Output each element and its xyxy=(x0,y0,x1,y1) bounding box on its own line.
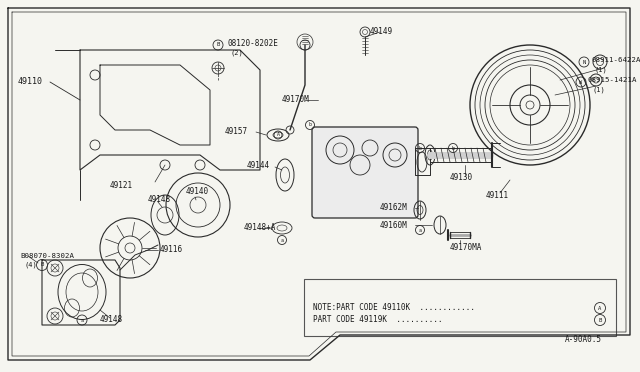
Text: (4): (4) xyxy=(25,262,38,268)
Text: 49149: 49149 xyxy=(370,28,393,36)
Text: W: W xyxy=(579,80,582,84)
Text: 08120-8202E: 08120-8202E xyxy=(228,38,279,48)
Text: b: b xyxy=(419,145,421,151)
Text: B08070-8302A: B08070-8302A xyxy=(20,253,74,259)
Text: 49148+A: 49148+A xyxy=(244,224,276,232)
Text: B: B xyxy=(598,317,602,323)
Text: 08915-1421A: 08915-1421A xyxy=(588,77,637,83)
Text: PART CODE 49119K  ..........: PART CODE 49119K .......... xyxy=(313,315,442,324)
Text: (1): (1) xyxy=(592,87,605,93)
Text: 49130: 49130 xyxy=(450,173,473,183)
Text: NOTE:PART CODE 49110K  ............: NOTE:PART CODE 49110K ............ xyxy=(313,304,475,312)
Text: b: b xyxy=(308,122,312,128)
Text: A-90A0.5: A-90A0.5 xyxy=(565,336,602,344)
Text: a: a xyxy=(280,237,284,243)
Text: 49170M: 49170M xyxy=(282,96,310,105)
Text: B: B xyxy=(40,263,44,267)
Text: b: b xyxy=(452,145,454,151)
Text: 49170MA: 49170MA xyxy=(450,244,483,253)
Text: 49140: 49140 xyxy=(186,187,209,196)
Text: a: a xyxy=(81,317,83,323)
Text: (1): (1) xyxy=(595,67,608,73)
Text: 49160M: 49160M xyxy=(380,221,408,230)
Text: A: A xyxy=(276,132,280,138)
Text: 49110: 49110 xyxy=(18,77,43,87)
Text: 49157: 49157 xyxy=(225,128,248,137)
Text: 49116: 49116 xyxy=(160,246,183,254)
Text: 08911-6422A: 08911-6422A xyxy=(591,57,640,63)
Text: B: B xyxy=(216,42,220,48)
FancyBboxPatch shape xyxy=(312,127,418,218)
Text: 49111: 49111 xyxy=(486,190,509,199)
Text: N: N xyxy=(582,60,586,64)
Text: 49144: 49144 xyxy=(247,160,270,170)
Text: 49148: 49148 xyxy=(148,196,171,205)
FancyBboxPatch shape xyxy=(304,279,616,336)
Text: (2): (2) xyxy=(230,50,243,56)
Text: 49121: 49121 xyxy=(110,180,133,189)
Text: 49148: 49148 xyxy=(100,315,123,324)
Text: a: a xyxy=(419,228,421,232)
Text: A: A xyxy=(598,305,602,311)
Text: 49162M: 49162M xyxy=(380,203,408,212)
